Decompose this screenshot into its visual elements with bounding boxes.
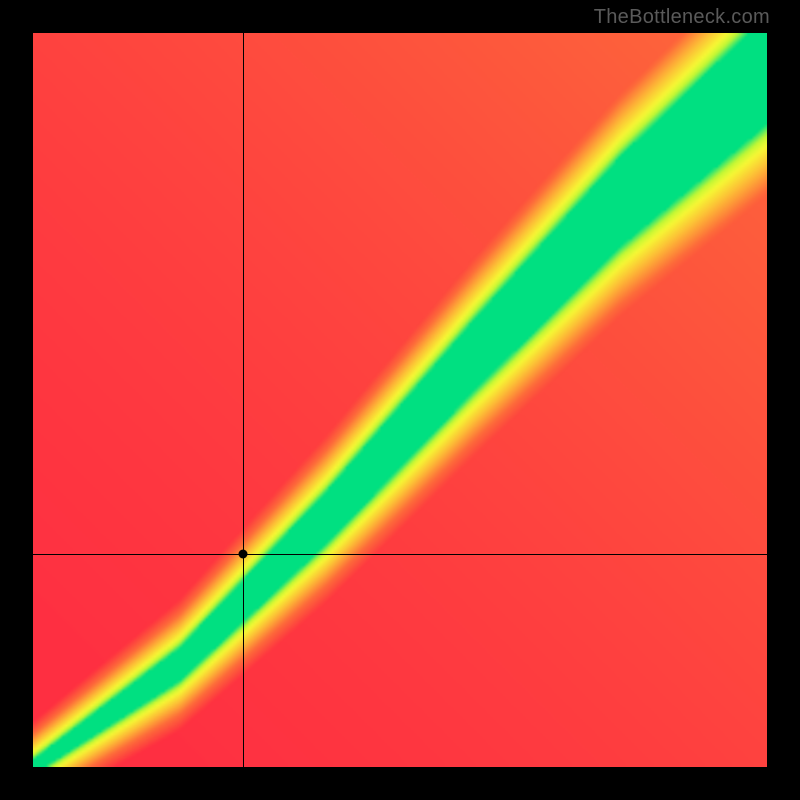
watermark: TheBottleneck.com bbox=[594, 6, 770, 29]
heatmap-canvas bbox=[33, 33, 767, 767]
data-point-marker bbox=[238, 550, 247, 559]
crosshair-horizontal bbox=[33, 554, 767, 555]
heatmap-plot bbox=[33, 33, 767, 767]
crosshair-vertical bbox=[243, 33, 244, 767]
